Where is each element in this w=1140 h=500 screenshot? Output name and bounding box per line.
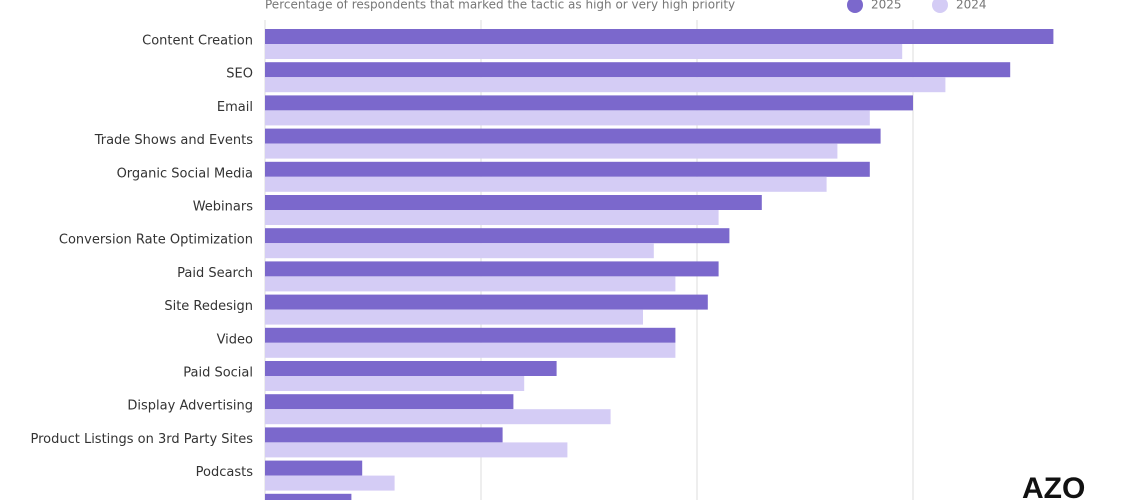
legend-label: 2024 [956, 0, 987, 12]
y-tick-label: Site Redesign [164, 299, 253, 314]
legend-label: 2025 [871, 0, 902, 12]
y-tick-label: Webinars [193, 200, 254, 215]
bar [265, 29, 1054, 44]
bar [265, 44, 903, 59]
bar [265, 195, 762, 210]
y-tick-label: Organic Social Media [117, 166, 253, 181]
y-tick-label: Trade Shows and Events [94, 133, 254, 148]
y-tick-label: Conversion Rate Optimization [59, 233, 253, 248]
bar [265, 294, 708, 310]
bar [265, 394, 514, 410]
y-tick-label: Paid Search [177, 266, 253, 281]
bar [265, 228, 730, 244]
bar [265, 309, 643, 325]
bar [265, 342, 676, 358]
bar [265, 62, 1011, 78]
y-tick-label: Content Creation [142, 34, 253, 49]
bar [265, 427, 503, 443]
logo: AZO [1022, 472, 1085, 500]
y-tick-label: Email [217, 100, 253, 115]
bar [265, 376, 525, 391]
bar [265, 161, 870, 177]
bar [265, 442, 568, 458]
bar [265, 475, 395, 491]
chart-subtitle: Percentage of respondents that marked th… [265, 0, 735, 12]
bar [265, 77, 946, 93]
bar [265, 327, 676, 343]
y-tick-label: Video [217, 332, 253, 347]
bar [265, 460, 363, 476]
bar [265, 210, 719, 225]
bar [265, 493, 352, 500]
legend-swatch [847, 0, 863, 13]
y-tick-label: Product Listings on 3rd Party Sites [30, 432, 253, 447]
bar [265, 409, 611, 425]
y-tick-label: Podcasts [196, 465, 254, 480]
bar [265, 276, 676, 292]
bar [265, 128, 881, 144]
y-tick-label: SEO [226, 67, 253, 82]
legend-swatch [932, 0, 948, 13]
bar [265, 361, 557, 376]
y-tick-label: Paid Social [183, 366, 253, 381]
bar [265, 95, 913, 111]
bar [265, 110, 870, 126]
bar [265, 243, 654, 259]
bar [265, 176, 827, 192]
y-tick-label: Display Advertising [127, 399, 253, 414]
bar [265, 143, 838, 159]
bar [265, 261, 719, 277]
